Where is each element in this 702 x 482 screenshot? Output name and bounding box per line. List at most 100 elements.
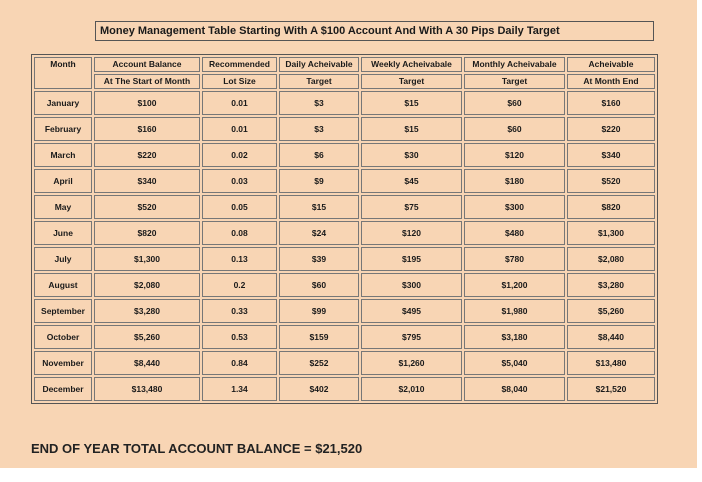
daily-header-line2: Target	[279, 74, 359, 89]
month-cell: November	[34, 351, 92, 375]
lot-header-line1: Recommended	[202, 57, 277, 72]
header-row-1: Month Account Balance Recommended Daily …	[34, 57, 655, 89]
month-cell: August	[34, 273, 92, 297]
table-row: June $820 0.08 $24 $120 $480 $1,300	[34, 221, 655, 245]
daily-cell: $60	[279, 273, 359, 297]
table-row: January $100 0.01 $3 $15 $60 $160	[34, 91, 655, 115]
end-cell: $220	[567, 117, 655, 141]
balance-cell: $100	[94, 91, 200, 115]
month-cell: May	[34, 195, 92, 219]
weekly-cell: $120	[361, 221, 462, 245]
lot-cell: 0.01	[202, 91, 277, 115]
monthly-header-line1: Monthly Acheivabale	[464, 57, 565, 72]
end-cell: $13,480	[567, 351, 655, 375]
balance-header-line1: Account Balance	[94, 57, 200, 72]
document-sheet: Money Management Table Starting With A $…	[0, 0, 697, 468]
balance-cell: $820	[94, 221, 200, 245]
table-row: July $1,300 0.13 $39 $195 $780 $2,080	[34, 247, 655, 271]
monthly-cell: $5,040	[464, 351, 565, 375]
balance-cell: $3,280	[94, 299, 200, 323]
lot-cell: 0.03	[202, 169, 277, 193]
weekly-cell: $75	[361, 195, 462, 219]
lot-cell: 0.13	[202, 247, 277, 271]
daily-cell: $3	[279, 91, 359, 115]
table-row: August $2,080 0.2 $60 $300 $1,200 $3,280	[34, 273, 655, 297]
month-cell: December	[34, 377, 92, 401]
balance-cell: $340	[94, 169, 200, 193]
monthly-cell: $480	[464, 221, 565, 245]
balance-cell: $1,300	[94, 247, 200, 271]
table-row: December $13,480 1.34 $402 $2,010 $8,040…	[34, 377, 655, 401]
daily-cell: $99	[279, 299, 359, 323]
monthly-header-line2: Target	[464, 74, 565, 89]
balance-header-line2: At The Start of Month	[94, 74, 200, 89]
weekly-cell: $45	[361, 169, 462, 193]
weekly-header-line1: Weekly Acheivabale	[361, 57, 462, 72]
end-header-line1: Acheivable	[567, 57, 655, 72]
month-cell: April	[34, 169, 92, 193]
balance-cell: $5,260	[94, 325, 200, 349]
table-title: Money Management Table Starting With A $…	[95, 21, 654, 41]
monthly-cell: $1,980	[464, 299, 565, 323]
balance-cell: $8,440	[94, 351, 200, 375]
month-cell: March	[34, 143, 92, 167]
weekly-cell: $15	[361, 91, 462, 115]
lot-cell: 0.33	[202, 299, 277, 323]
daily-cell: $24	[279, 221, 359, 245]
monthly-cell: $1,200	[464, 273, 565, 297]
balance-cell: $220	[94, 143, 200, 167]
weekly-cell: $195	[361, 247, 462, 271]
weekly-cell: $495	[361, 299, 462, 323]
lot-cell: 0.05	[202, 195, 277, 219]
balance-cell: $2,080	[94, 273, 200, 297]
end-cell: $1,300	[567, 221, 655, 245]
month-cell: February	[34, 117, 92, 141]
daily-cell: $402	[279, 377, 359, 401]
monthly-cell: $60	[464, 117, 565, 141]
end-cell: $8,440	[567, 325, 655, 349]
money-management-table: Month Account Balance Recommended Daily …	[31, 54, 658, 404]
monthly-cell: $3,180	[464, 325, 565, 349]
daily-cell: $252	[279, 351, 359, 375]
end-header-line2: At Month End	[567, 74, 655, 89]
table-row: October $5,260 0.53 $159 $795 $3,180 $8,…	[34, 325, 655, 349]
weekly-cell: $1,260	[361, 351, 462, 375]
lot-cell: 0.02	[202, 143, 277, 167]
monthly-cell: $780	[464, 247, 565, 271]
daily-header-line1: Daily Acheivable	[279, 57, 359, 72]
table-body: January $100 0.01 $3 $15 $60 $160 Februa…	[34, 91, 655, 401]
end-cell: $5,260	[567, 299, 655, 323]
monthly-cell: $300	[464, 195, 565, 219]
end-cell: $820	[567, 195, 655, 219]
monthly-cell: $60	[464, 91, 565, 115]
end-cell: $3,280	[567, 273, 655, 297]
balance-cell: $13,480	[94, 377, 200, 401]
monthly-cell: $180	[464, 169, 565, 193]
month-cell: June	[34, 221, 92, 245]
header-row-2: At The Start of Month Lot Size Target Ta…	[34, 74, 655, 89]
balance-cell: $520	[94, 195, 200, 219]
table-row: May $520 0.05 $15 $75 $300 $820	[34, 195, 655, 219]
end-cell: $2,080	[567, 247, 655, 271]
table-row: September $3,280 0.33 $99 $495 $1,980 $5…	[34, 299, 655, 323]
daily-cell: $6	[279, 143, 359, 167]
month-header: Month	[34, 57, 92, 89]
balance-cell: $160	[94, 117, 200, 141]
monthly-cell: $120	[464, 143, 565, 167]
table-row: February $160 0.01 $3 $15 $60 $220	[34, 117, 655, 141]
daily-cell: $9	[279, 169, 359, 193]
weekly-header-line2: Target	[361, 74, 462, 89]
lot-cell: 0.84	[202, 351, 277, 375]
month-cell: July	[34, 247, 92, 271]
month-cell: January	[34, 91, 92, 115]
daily-cell: $15	[279, 195, 359, 219]
weekly-cell: $30	[361, 143, 462, 167]
lot-cell: 0.2	[202, 273, 277, 297]
weekly-cell: $300	[361, 273, 462, 297]
monthly-cell: $8,040	[464, 377, 565, 401]
end-cell: $160	[567, 91, 655, 115]
weekly-cell: $2,010	[361, 377, 462, 401]
lot-cell: 0.08	[202, 221, 277, 245]
lot-cell: 0.01	[202, 117, 277, 141]
table-row: March $220 0.02 $6 $30 $120 $340	[34, 143, 655, 167]
